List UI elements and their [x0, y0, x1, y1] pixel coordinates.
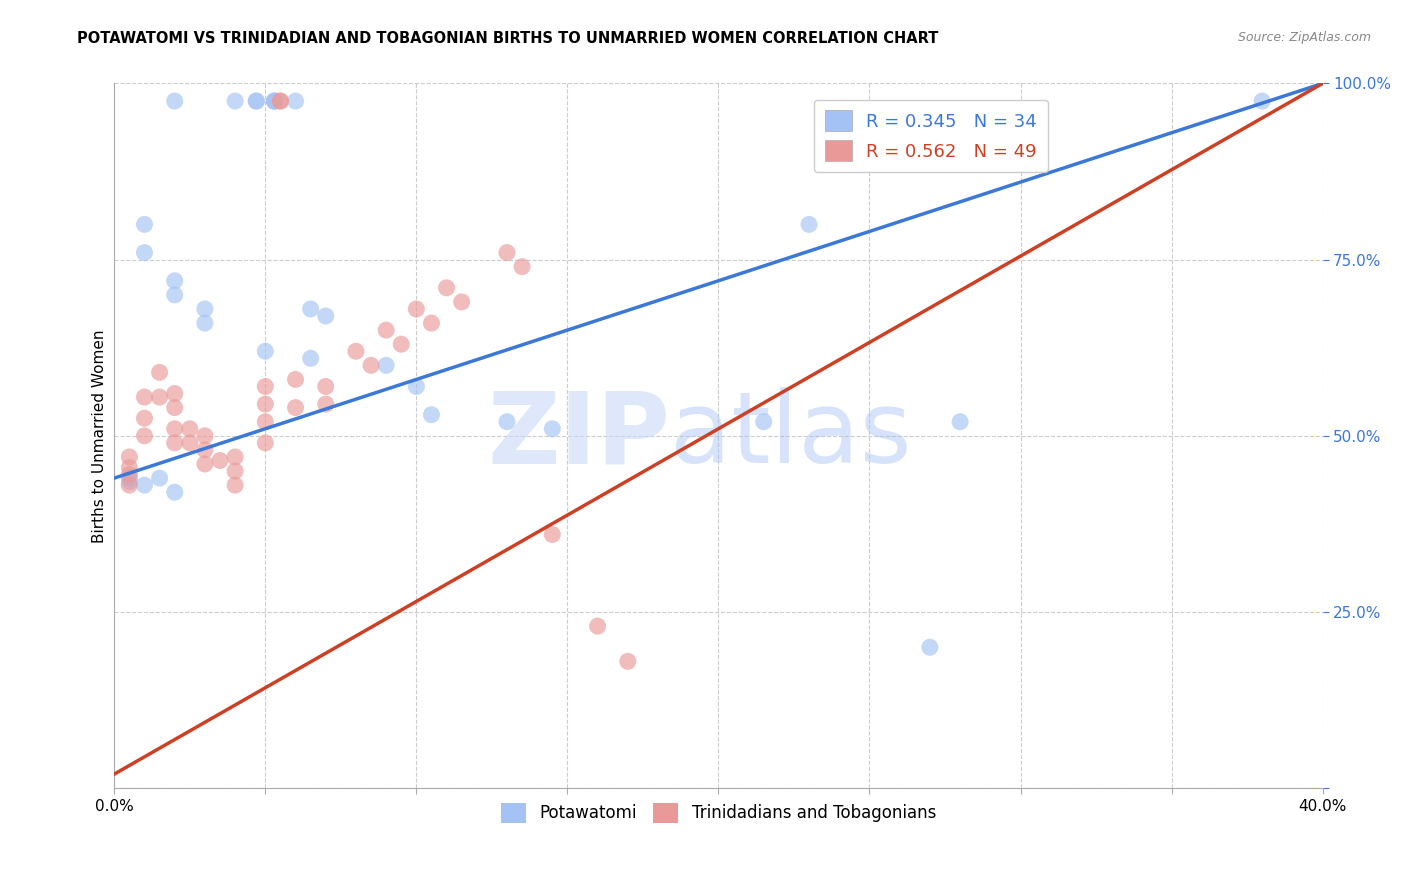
Point — [269, 94, 291, 108]
Point — [118, 450, 141, 464]
Point — [163, 386, 186, 401]
Point — [208, 453, 231, 467]
Point — [375, 323, 398, 337]
Point — [194, 301, 217, 316]
Point — [263, 94, 285, 108]
Point — [134, 218, 156, 232]
Point — [224, 478, 246, 492]
Text: Source: ZipAtlas.com: Source: ZipAtlas.com — [1237, 31, 1371, 45]
Point — [496, 245, 519, 260]
Point — [1251, 94, 1274, 108]
Point — [299, 351, 322, 366]
Point — [510, 260, 533, 274]
Point — [541, 527, 564, 541]
Point — [284, 401, 307, 415]
Point — [134, 245, 156, 260]
Point — [360, 359, 382, 373]
Point — [134, 411, 156, 425]
Point — [254, 415, 277, 429]
Point — [436, 281, 458, 295]
Point — [245, 94, 267, 108]
Point — [254, 344, 277, 359]
Point — [118, 475, 141, 489]
Point — [163, 485, 186, 500]
Point — [405, 301, 427, 316]
Point — [134, 478, 156, 492]
Point — [586, 619, 609, 633]
Point — [134, 429, 156, 443]
Point — [315, 309, 337, 323]
Point — [118, 467, 141, 482]
Point — [149, 390, 172, 404]
Point — [194, 429, 217, 443]
Point — [405, 379, 427, 393]
Point — [299, 301, 322, 316]
Point — [224, 464, 246, 478]
Point — [118, 460, 141, 475]
Point — [194, 316, 217, 330]
Point — [245, 94, 267, 108]
Point — [450, 294, 472, 309]
Point — [420, 316, 443, 330]
Point — [254, 435, 277, 450]
Point — [163, 288, 186, 302]
Point — [496, 415, 519, 429]
Point — [134, 390, 156, 404]
Point — [224, 94, 246, 108]
Text: POTAWATOMI VS TRINIDADIAN AND TOBAGONIAN BIRTHS TO UNMARRIED WOMEN CORRELATION C: POTAWATOMI VS TRINIDADIAN AND TOBAGONIAN… — [77, 31, 939, 46]
Point — [315, 397, 337, 411]
Point — [918, 640, 941, 655]
Point — [254, 379, 277, 393]
Point — [163, 94, 186, 108]
Legend: Potawatomi, Trinidadians and Tobagonians: Potawatomi, Trinidadians and Tobagonians — [494, 797, 942, 830]
Point — [149, 365, 172, 379]
Point — [284, 372, 307, 386]
Point — [541, 422, 564, 436]
Point — [224, 450, 246, 464]
Point — [375, 359, 398, 373]
Point — [263, 94, 285, 108]
Point — [163, 422, 186, 436]
Point — [118, 478, 141, 492]
Point — [163, 435, 186, 450]
Point — [284, 94, 307, 108]
Point — [179, 435, 201, 450]
Point — [118, 471, 141, 485]
Text: ZIP: ZIP — [488, 387, 671, 484]
Point — [949, 415, 972, 429]
Point — [269, 94, 291, 108]
Point — [194, 457, 217, 471]
Y-axis label: Births to Unmarried Women: Births to Unmarried Women — [93, 329, 107, 542]
Point — [617, 654, 640, 668]
Point — [163, 274, 186, 288]
Point — [315, 379, 337, 393]
Text: atlas: atlas — [671, 387, 911, 484]
Point — [163, 401, 186, 415]
Point — [389, 337, 412, 351]
Point — [420, 408, 443, 422]
Point — [254, 397, 277, 411]
Point — [179, 422, 201, 436]
Point — [149, 471, 172, 485]
Point — [263, 94, 285, 108]
Point — [344, 344, 367, 359]
Point — [797, 218, 820, 232]
Point — [752, 415, 775, 429]
Point — [194, 442, 217, 457]
